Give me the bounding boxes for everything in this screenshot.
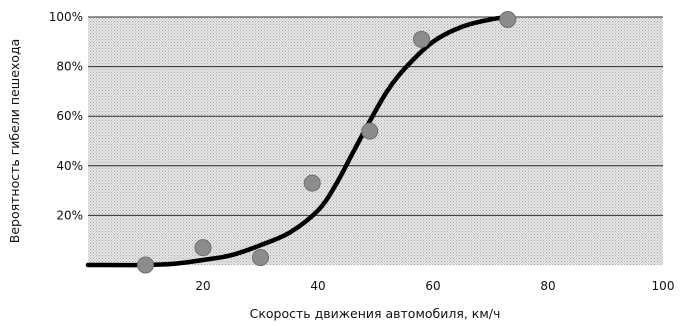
data-point bbox=[361, 122, 379, 140]
y-axis-ticks: 20% 40% 60% 80% 100% bbox=[49, 10, 83, 222]
x-axis-ticks: 20 40 60 80 100 bbox=[195, 279, 674, 293]
y-axis-title: Вероятность гибели пешехода bbox=[7, 39, 22, 243]
data-point bbox=[413, 30, 430, 48]
y-tick-label: 80% bbox=[56, 60, 83, 74]
y-tick-label: 40% bbox=[56, 159, 83, 173]
curve-line bbox=[85, 14, 511, 268]
x-tick-label: 20 bbox=[195, 279, 210, 293]
gridlines bbox=[88, 16, 663, 216]
fitted-curve bbox=[85, 14, 511, 268]
x-tick-label: 40 bbox=[310, 279, 325, 293]
x-tick-label: 80 bbox=[540, 279, 555, 293]
x-tick-label: 100 bbox=[652, 279, 675, 293]
x-axis-title: Скорость движения автомобиля, км/ч bbox=[250, 306, 501, 321]
data-point bbox=[194, 239, 212, 257]
data-point bbox=[499, 10, 517, 28]
y-tick-label: 100% bbox=[49, 10, 83, 24]
data-point bbox=[252, 249, 269, 267]
data-point bbox=[303, 174, 321, 192]
x-tick-label: 60 bbox=[425, 279, 440, 293]
plot-area bbox=[88, 17, 663, 265]
data-points bbox=[137, 10, 517, 274]
y-tick-label: 20% bbox=[56, 208, 83, 222]
data-point bbox=[137, 256, 154, 274]
y-tick-label: 60% bbox=[56, 109, 83, 123]
